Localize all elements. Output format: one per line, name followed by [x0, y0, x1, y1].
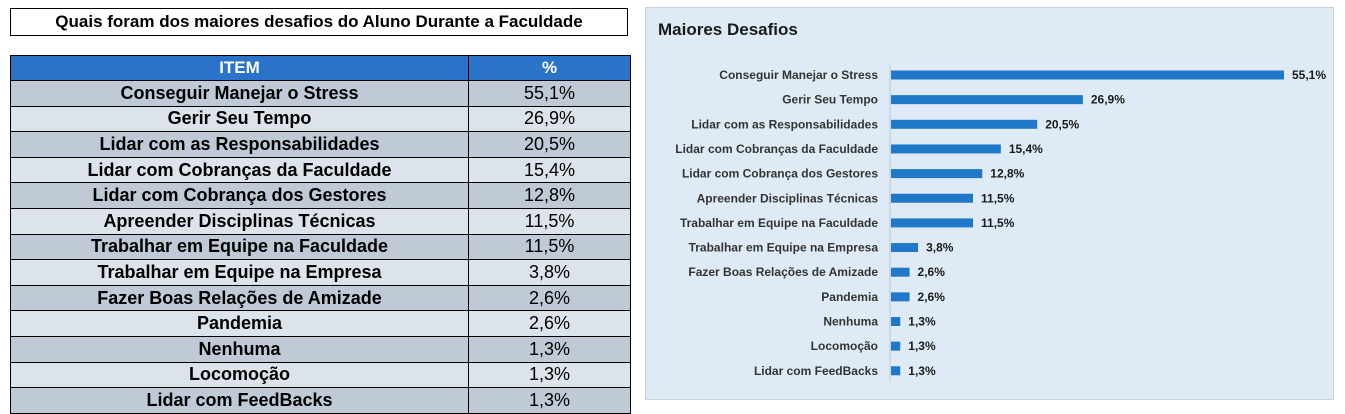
row-item: Apreender Disciplinas Técnicas — [10, 207, 469, 235]
bar — [891, 95, 1083, 105]
data-label: 26,9% — [1091, 93, 1125, 107]
bar — [891, 243, 919, 253]
category-label: Lidar com Cobrança dos Gestores — [682, 167, 878, 181]
bar — [891, 119, 1038, 129]
category-label: Trabalhar em Equipe na Faculdade — [680, 216, 878, 230]
category-label: Lidar com FeedBacks — [754, 364, 878, 378]
table-row: Lidar com Cobranças da Faculdade 15,4% — [10, 156, 631, 184]
category-label: Lidar com Cobranças da Faculdade — [675, 142, 878, 156]
data-label: 3,8% — [926, 241, 954, 255]
table-row: Gerir Seu Tempo 26,9% — [10, 105, 631, 133]
bar — [891, 218, 974, 228]
category-label: Lidar com as Responsabilidades — [691, 117, 878, 131]
challenges-table: ITEM % Conseguir Manejar o Stress 55,1% Ge… — [10, 55, 631, 414]
category-label: Pandemia — [821, 290, 878, 304]
table-header-row: ITEM % — [10, 55, 631, 81]
bar — [891, 144, 1001, 154]
row-percent: 11,5% — [468, 207, 631, 235]
data-label: 1,3% — [908, 315, 936, 329]
data-label: 15,4% — [1009, 142, 1043, 156]
row-item: Locomoção — [10, 361, 469, 389]
data-label: 11,5% — [981, 216, 1015, 230]
bar — [891, 292, 910, 302]
table-row: Trabalhar em Equipe na Empresa 3,8% — [10, 259, 631, 286]
bar — [891, 267, 910, 277]
table-row: Lidar com as Responsabilidades 20,5% — [10, 131, 631, 158]
table-row: Trabalhar em Equipe na Faculdade 11,5% — [10, 233, 631, 261]
row-item: Fazer Boas Relações de Amizade — [10, 284, 469, 312]
row-item: Nenhuma — [10, 335, 469, 363]
row-percent: 2,6% — [468, 284, 631, 312]
bar — [891, 169, 983, 179]
table-row: Lidar com FeedBacks 1,3% — [10, 387, 631, 414]
data-label: 2,6% — [918, 290, 946, 304]
bar — [891, 70, 1284, 80]
bar — [891, 193, 974, 203]
data-label: 1,3% — [908, 364, 936, 378]
category-label: Conseguir Manejar o Stress — [719, 68, 878, 82]
data-label: 11,5% — [981, 191, 1015, 205]
row-percent: 3,8% — [468, 259, 631, 286]
table-row: Locomoção 1,3% — [10, 361, 631, 389]
bar — [891, 341, 901, 351]
row-item: Lidar com as Responsabilidades — [10, 131, 469, 158]
category-label: Apreender Disciplinas Técnicas — [697, 191, 879, 205]
row-percent: 1,3% — [468, 361, 631, 389]
row-item: Trabalhar em Equipe na Faculdade — [10, 233, 469, 261]
row-percent: 20,5% — [468, 131, 631, 158]
header-percent: % — [468, 55, 631, 81]
data-label: 12,8% — [990, 167, 1024, 181]
table-row: Fazer Boas Relações de Amizade 2,6% — [10, 284, 631, 312]
row-item: Lidar com Cobrança dos Gestores — [10, 182, 469, 209]
row-item: Lidar com Cobranças da Faculdade — [10, 156, 469, 184]
row-item: Pandemia — [10, 310, 469, 337]
category-label: Fazer Boas Relações de Amizade — [688, 265, 878, 279]
category-label: Locomoção — [811, 339, 878, 353]
category-label: Gerir Seu Tempo — [782, 93, 878, 107]
table-row: Pandemia 2,6% — [10, 310, 631, 337]
table-row: Apreender Disciplinas Técnicas 11,5% — [10, 207, 631, 235]
row-percent: 15,4% — [468, 156, 631, 184]
table-row: Nenhuma 1,3% — [10, 335, 631, 363]
row-percent: 1,3% — [468, 335, 631, 363]
row-percent: 12,8% — [468, 182, 631, 209]
data-label: 20,5% — [1045, 117, 1079, 131]
category-label: Trabalhar em Equipe na Empresa — [689, 241, 879, 255]
bar — [891, 317, 901, 326]
table-row: Lidar com Cobrança dos Gestores 12,8% — [10, 182, 631, 209]
data-label: 2,6% — [918, 265, 946, 279]
table-row: Conseguir Manejar o Stress 55,1% — [10, 80, 631, 107]
row-item: Lidar com FeedBacks — [10, 387, 469, 414]
category-label: Nenhuma — [823, 315, 878, 329]
row-percent: 55,1% — [468, 80, 631, 107]
chart-title: Maiores Desafios — [658, 20, 798, 39]
data-label: 1,3% — [908, 339, 936, 353]
row-percent: 2,6% — [468, 310, 631, 337]
data-label: 55,1% — [1292, 68, 1326, 82]
table-title: Quais foram dos maiores desafios do Alun… — [10, 8, 628, 36]
row-percent: 11,5% — [468, 233, 631, 261]
row-percent: 1,3% — [468, 387, 631, 414]
bar-chart: Conseguir Manejar o Stress 55,1% Gerir Seu… — [675, 65, 1326, 383]
row-item: Gerir Seu Tempo — [10, 105, 469, 133]
header-item: ITEM — [10, 55, 469, 81]
chart-panel: Maiores Desafios Conseguir Manejar o Str… — [645, 7, 1334, 400]
bar — [891, 366, 901, 376]
row-percent: 26,9% — [468, 105, 631, 133]
row-item: Conseguir Manejar o Stress — [10, 80, 469, 107]
row-item: Trabalhar em Equipe na Empresa — [10, 259, 469, 286]
table-body: Conseguir Manejar o Stress 55,1% Gerir Seu… — [10, 80, 631, 414]
